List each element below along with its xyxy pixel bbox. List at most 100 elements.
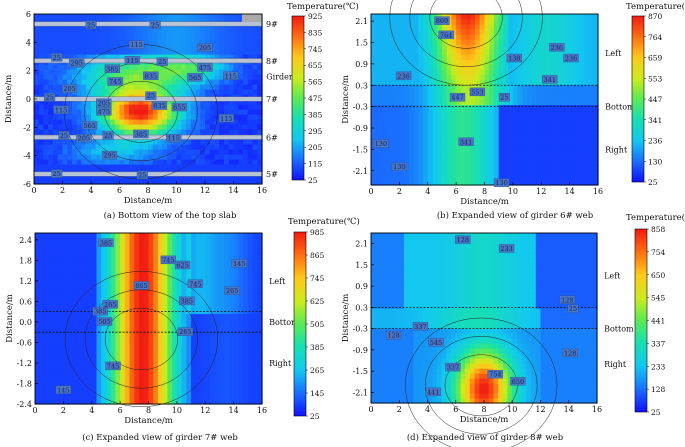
heat-cell <box>584 170 589 176</box>
heat-cell <box>144 359 149 365</box>
heat-cell <box>243 114 248 120</box>
heat-cell <box>456 110 461 116</box>
heat-cell <box>63 243 68 249</box>
heat-cell <box>67 49 72 55</box>
heat-cell <box>451 69 456 75</box>
heat-cell <box>560 165 565 171</box>
heat-cell <box>49 394 54 400</box>
heat-cell <box>234 154 239 160</box>
heat-cell <box>466 19 471 25</box>
y-axis-title: Distance/m <box>4 75 14 124</box>
heat-cell <box>153 238 158 244</box>
heat-cell <box>130 349 135 355</box>
heat-cell <box>205 344 210 350</box>
heat-cell <box>148 39 153 45</box>
heat-cell <box>432 110 437 116</box>
heat-cell <box>177 364 182 370</box>
heat-cell <box>158 273 163 279</box>
heat-cell <box>371 94 376 100</box>
heat-cell <box>395 29 400 35</box>
heat-cell <box>158 164 163 170</box>
heat-cell <box>44 164 49 170</box>
heat-cell <box>541 59 546 65</box>
heat-cell <box>215 164 220 170</box>
heat-cell <box>418 74 423 80</box>
heat-cell <box>177 64 182 70</box>
heat-cell <box>63 144 68 150</box>
heat-cell <box>39 89 44 95</box>
heat-cell <box>163 329 168 335</box>
heat-cell <box>115 49 120 55</box>
y-tick-label: -0.9 <box>353 124 368 133</box>
heat-cell <box>234 329 239 335</box>
heat-cell <box>527 175 532 181</box>
heat-cell <box>485 135 490 141</box>
heat-cell <box>115 243 120 249</box>
heat-cell <box>129 74 134 80</box>
heat-cell <box>579 125 584 131</box>
heat-cell <box>96 334 101 340</box>
heat-cell <box>418 100 423 106</box>
heat-cell <box>63 253 68 259</box>
heat-cell <box>196 104 201 110</box>
heat-cell <box>53 124 58 130</box>
heat-cell <box>205 379 210 385</box>
heat-cell <box>87 283 92 289</box>
heat-cell <box>167 248 172 254</box>
heat-cell <box>503 155 508 161</box>
heat-cell <box>186 34 191 40</box>
heat-cell <box>428 59 433 65</box>
heat-cell <box>229 349 234 355</box>
heat-cell <box>205 89 210 95</box>
heat-cell <box>58 14 63 20</box>
heat-cell <box>447 145 452 151</box>
heat-cell <box>149 394 154 400</box>
heat-cell <box>68 243 73 249</box>
heat-cell <box>82 238 87 244</box>
heat-cell <box>243 119 248 125</box>
heat-cell <box>579 34 584 40</box>
heat-cell <box>589 49 594 55</box>
heat-cell <box>380 79 385 85</box>
heat-cell <box>537 135 542 141</box>
heat-cell <box>191 364 196 370</box>
heat-cell <box>248 114 253 120</box>
heat-cell <box>219 164 224 170</box>
heat-cell <box>72 104 77 110</box>
heat-cell <box>35 303 40 309</box>
heat-cell <box>466 49 471 55</box>
colorbar-tick-label: 295 <box>308 127 323 136</box>
heat-cell <box>248 39 253 45</box>
heat-cell <box>546 120 551 126</box>
heat-cell <box>44 114 49 120</box>
heat-cell <box>167 329 172 335</box>
heat-cell <box>503 115 508 121</box>
heat-cell <box>148 149 153 155</box>
heat-cell <box>229 29 234 35</box>
heat-cell <box>125 374 130 380</box>
heat-cell <box>390 145 395 151</box>
heat-cell <box>570 125 575 131</box>
heat-cell <box>215 34 220 40</box>
heat-cell <box>172 313 177 319</box>
heat-cell <box>565 165 570 171</box>
heat-cell <box>219 258 224 264</box>
heat-cell <box>238 29 243 35</box>
heat-cell <box>579 69 584 75</box>
heat-cell <box>111 278 116 284</box>
heat-cell <box>532 130 537 136</box>
heat-cell <box>584 145 589 151</box>
colorbar-tick-label: 835 <box>308 28 323 37</box>
heat-cell <box>96 74 101 80</box>
heat-cell <box>96 49 101 55</box>
heat-cell <box>503 150 508 156</box>
heat-cell <box>518 120 523 126</box>
heat-cell <box>86 104 91 110</box>
heat-cell <box>376 160 381 166</box>
heat-cell <box>522 115 527 121</box>
heat-cell <box>186 379 191 385</box>
heat-cell <box>461 130 466 136</box>
colorbar-tick-label: 236 <box>648 137 663 146</box>
heat-cell <box>527 150 532 156</box>
heat-cell <box>120 243 125 249</box>
